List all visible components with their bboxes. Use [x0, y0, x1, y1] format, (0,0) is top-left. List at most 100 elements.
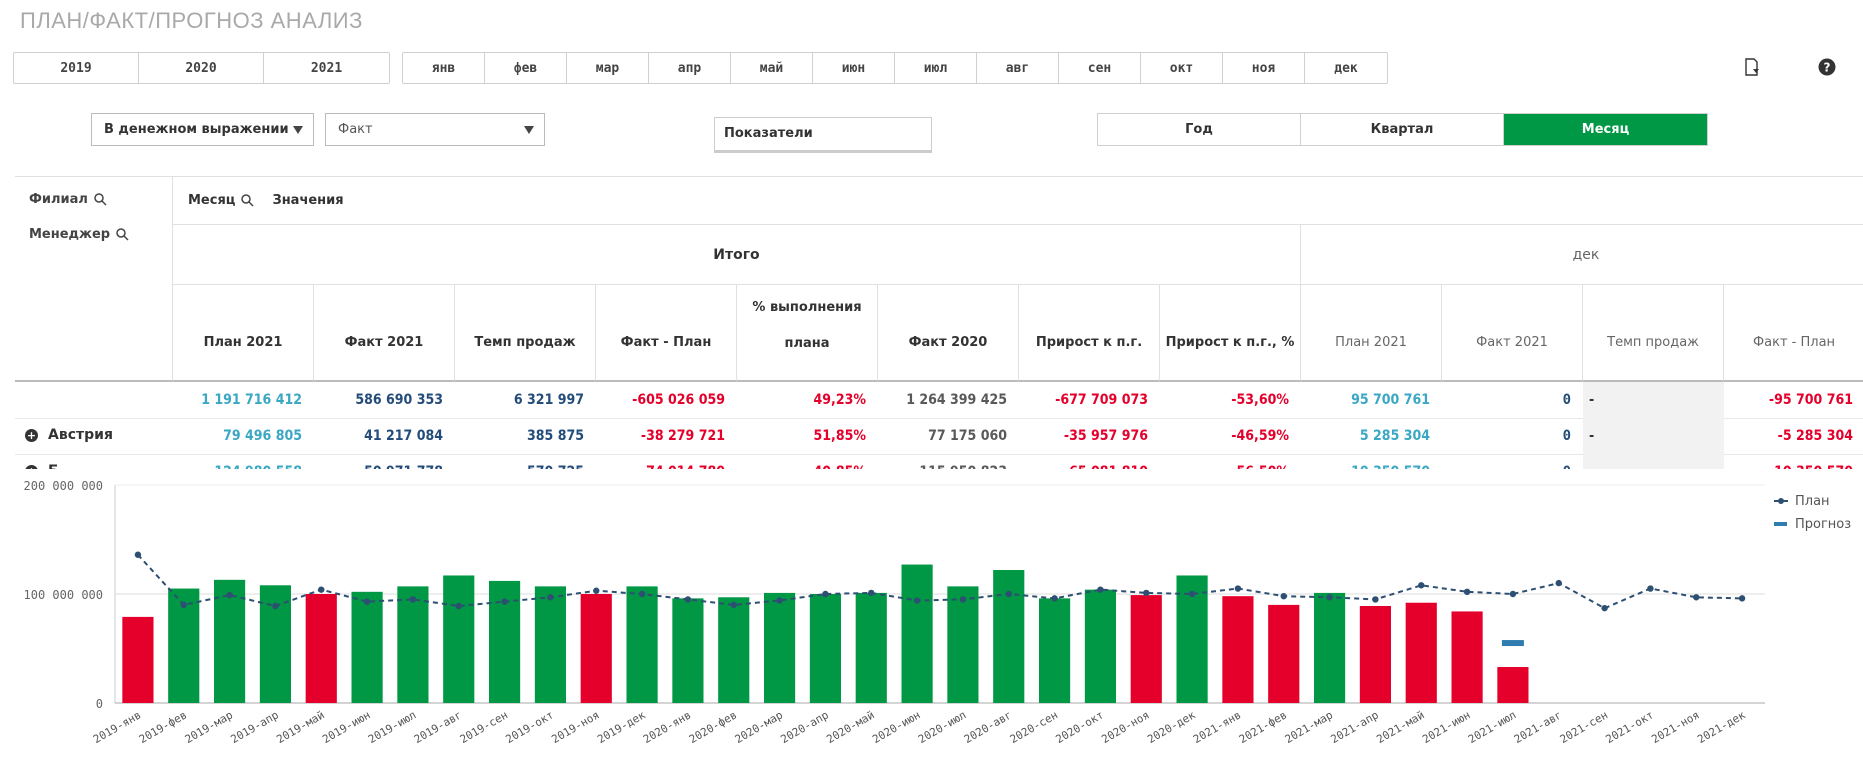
table-cell[interactable]: 385 875 — [527, 428, 584, 444]
bar-fact[interactable] — [1497, 667, 1529, 703]
bar-fact[interactable] — [855, 592, 887, 703]
col-header[interactable]: План 2021 — [173, 285, 314, 382]
period-0[interactable]: Год — [1098, 114, 1301, 145]
table-cell[interactable]: - — [1583, 418, 1724, 454]
plan-point[interactable] — [776, 597, 783, 604]
table-cell[interactable]: -46,59% — [1231, 428, 1289, 444]
table-cell[interactable]: 5 285 304 — [1359, 428, 1430, 444]
col-header[interactable]: % выполнения плана — [737, 285, 878, 382]
table-cell[interactable]: 570 725 — [455, 454, 596, 469]
plan-point[interactable] — [1372, 596, 1379, 603]
table-cell[interactable]: 124 980 558 — [173, 454, 314, 469]
col-header[interactable]: Факт - План — [1724, 285, 1863, 382]
bar-fact[interactable] — [1405, 602, 1437, 703]
dim-branch[interactable]: Филиал — [29, 192, 107, 207]
table-cell[interactable]: 50 971 778 — [314, 454, 455, 469]
table-cell[interactable] — [1583, 454, 1724, 469]
document-dropdown-icon[interactable] — [1740, 55, 1764, 79]
plan-point[interactable] — [1647, 585, 1654, 592]
month-9[interactable]: сен — [1059, 53, 1141, 83]
plan-point[interactable] — [959, 596, 967, 603]
month-7[interactable]: июл — [895, 53, 977, 83]
month-12[interactable]: дек — [1334, 60, 1358, 76]
expand-plus-icon[interactable]: + — [25, 428, 38, 442]
month-2[interactable]: фев — [485, 53, 567, 83]
plan-point[interactable] — [1418, 582, 1425, 589]
plan-point[interactable] — [822, 590, 829, 598]
plan-point[interactable] — [1097, 586, 1104, 593]
bar-fact[interactable] — [809, 594, 841, 703]
month-5[interactable]: май — [731, 53, 813, 83]
bar-fact[interactable] — [1222, 596, 1254, 703]
table-cell[interactable]: 586 690 353 — [355, 392, 443, 408]
table-cell[interactable]: 77 175 060 — [928, 428, 1007, 444]
plan-point[interactable] — [1601, 604, 1608, 612]
table-cell[interactable]: 0 — [1562, 392, 1571, 408]
bar-fact[interactable] — [993, 570, 1025, 703]
bar-fact[interactable] — [1039, 598, 1071, 703]
measure-select[interactable]: В денежном выражении — [91, 113, 314, 146]
plan-point[interactable] — [1326, 594, 1333, 601]
table-cell[interactable]: 51,85% — [813, 428, 866, 444]
month-10[interactable]: окт — [1141, 53, 1223, 83]
col-header[interactable]: План 2021 — [1301, 285, 1442, 382]
col-header[interactable]: Факт - План — [596, 285, 737, 382]
table-cell[interactable]: -53,60% — [1231, 392, 1289, 408]
bar-fact[interactable] — [443, 575, 475, 703]
col-header[interactable]: Факт 2020 — [878, 285, 1019, 382]
table-cell[interactable]: 49,23% — [813, 392, 866, 408]
plan-point[interactable] — [547, 594, 554, 601]
table-cell[interactable]: 0 — [1442, 454, 1583, 469]
table-cell[interactable]: -38 279 721 — [640, 428, 725, 444]
table-cell[interactable]: -605 026 059 — [632, 392, 725, 408]
month-4[interactable]: апр — [649, 53, 731, 83]
plan-point[interactable] — [730, 601, 737, 609]
forecast-marker[interactable] — [1501, 640, 1524, 647]
plan-point[interactable] — [1234, 585, 1242, 592]
col-header[interactable]: Прирост к п.г. — [1019, 285, 1160, 382]
bar-fact[interactable] — [534, 586, 566, 703]
bar-fact[interactable] — [764, 592, 796, 703]
dim-values[interactable]: Значения — [272, 193, 344, 208]
plan-point[interactable] — [1005, 590, 1012, 598]
table-cell[interactable]: 95 700 761 — [1351, 392, 1430, 408]
col-header[interactable]: Темп продаж — [455, 285, 596, 382]
bar-fact[interactable] — [397, 586, 429, 703]
row-label[interactable]: + Австрия — [25, 427, 113, 443]
bar-fact[interactable] — [1130, 595, 1162, 703]
plan-point[interactable] — [1188, 590, 1196, 598]
dim-month[interactable]: Месяц — [188, 193, 254, 208]
table-cell[interactable]: -35 957 976 — [1063, 428, 1148, 444]
table-cell[interactable]: -677 709 073 — [1055, 392, 1148, 408]
expand-plus-icon[interactable]: + — [25, 464, 38, 469]
plan-point[interactable] — [409, 596, 417, 603]
year-2021[interactable]: 2021 — [310, 60, 343, 76]
bar-fact[interactable] — [718, 597, 750, 703]
bar-fact[interactable] — [947, 586, 979, 703]
bar-fact[interactable] — [626, 586, 658, 703]
dim-manager[interactable]: Менеджер — [29, 227, 129, 242]
table-cell[interactable]: 79 496 805 — [223, 428, 302, 444]
col-header[interactable]: Прирост к п.г., % — [1160, 285, 1301, 382]
plan-point[interactable] — [318, 586, 325, 593]
plan-point[interactable] — [684, 596, 692, 603]
bar-fact[interactable] — [901, 564, 933, 703]
table-cell[interactable]: - — [1583, 382, 1724, 418]
table-cell[interactable]: 40,85% — [737, 454, 878, 469]
table-cell[interactable]: 115 950 823 — [878, 454, 1019, 469]
plan-point[interactable] — [272, 602, 279, 610]
year-2019[interactable]: 2019 — [14, 53, 139, 83]
table-cell[interactable]: -74 014 780 — [596, 454, 737, 469]
bar-fact[interactable] — [1451, 611, 1483, 703]
bar-fact[interactable] — [122, 616, 154, 703]
help-circle-icon[interactable]: ? — [1815, 55, 1839, 79]
plan-point[interactable] — [226, 591, 233, 599]
table-cell[interactable]: -56,50% — [1160, 454, 1301, 469]
plan-point[interactable] — [1280, 592, 1287, 600]
year-2020[interactable]: 2020 — [139, 53, 264, 83]
table-cell[interactable]: -10 350 570 — [1724, 454, 1863, 469]
plan-point[interactable] — [868, 589, 875, 597]
plan-point[interactable] — [1143, 589, 1150, 597]
col-header[interactable]: Темп продаж — [1583, 285, 1724, 382]
table-cell[interactable]: 41 217 084 — [364, 428, 443, 444]
